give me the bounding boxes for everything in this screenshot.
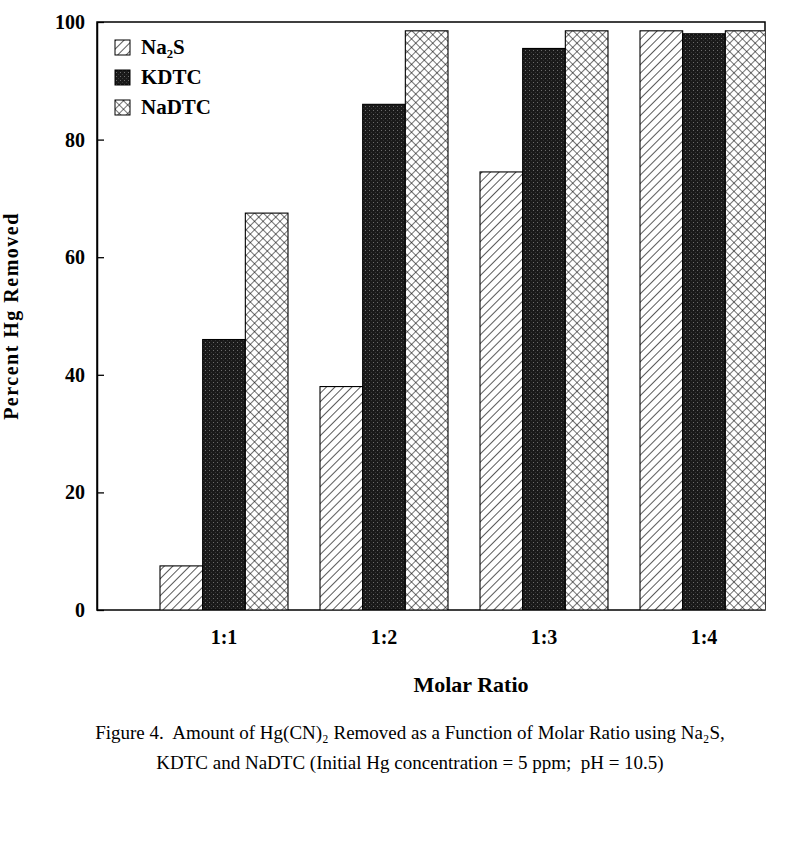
bar — [245, 213, 288, 610]
legend-item: KDTC — [115, 65, 202, 89]
y-tick-label: 60 — [65, 246, 85, 268]
x-tick-label: 1:2 — [371, 626, 398, 648]
bar — [320, 387, 363, 610]
x-tick-label: 1:4 — [691, 626, 718, 648]
y-tick-mark — [97, 375, 104, 376]
x-axis: 1:1 1:2 1:3 1:4 — [211, 626, 718, 648]
bar — [640, 31, 683, 610]
legend-label: KDTC — [141, 65, 202, 89]
y-tick-label: 0 — [75, 599, 85, 621]
legend-swatch — [115, 40, 130, 55]
legend-item: Na₂S — [115, 35, 185, 59]
plot-frame — [97, 22, 765, 610]
bar — [523, 48, 566, 610]
legend: Na₂S KDTC NaDTC — [115, 35, 211, 119]
y-tick-mark — [97, 257, 104, 258]
bar — [363, 104, 406, 610]
legend-label: Na₂S — [141, 35, 185, 59]
bars — [160, 31, 765, 610]
y-tick: 20 — [65, 481, 104, 503]
bar — [405, 31, 448, 610]
y-tick: 80 — [65, 129, 104, 151]
x-axis-title: Molar Ratio — [413, 672, 528, 697]
y-tick-mark — [97, 139, 104, 140]
bar — [203, 340, 246, 610]
y-tick: 40 — [65, 364, 104, 386]
y-axis-title: Percent Hg Removed — [0, 212, 23, 420]
legend-swatch — [115, 100, 130, 115]
y-tick-label: 80 — [65, 129, 85, 151]
series-bars — [203, 34, 726, 610]
x-tick: 1:1 — [211, 626, 238, 648]
y-tick-mark — [97, 22, 104, 23]
legend-item: NaDTC — [115, 95, 211, 119]
y-tick: 60 — [65, 246, 104, 268]
bar — [565, 31, 608, 610]
series-bars — [245, 31, 765, 610]
bar — [160, 566, 203, 610]
x-tick: 1:2 — [371, 626, 398, 648]
x-tick: 1:3 — [531, 626, 558, 648]
legend-swatch — [115, 70, 130, 85]
y-tick-label: 20 — [65, 481, 85, 503]
series-bars — [160, 31, 683, 610]
y-tick-label: 40 — [65, 364, 85, 386]
y-axis-line — [97, 23, 99, 611]
x-tick-label: 1:1 — [211, 626, 238, 648]
bar — [683, 34, 726, 610]
chart-title: Figure 4. Amount of Hg(CN)₂ Removed as a… — [90, 718, 730, 778]
y-tick: 0 — [75, 599, 104, 621]
y-tick: 100 — [55, 11, 104, 33]
x-tick: 1:4 — [691, 626, 718, 648]
y-tick-mark — [97, 492, 104, 493]
bar — [725, 31, 765, 610]
chart-svg: 0 20 40 60 80 100 1:1 1:2 1:3 1:4 Molar Ratio Perce… — [0, 0, 800, 700]
y-axis: 0 20 40 60 80 100 — [55, 11, 104, 621]
legend-label: NaDTC — [141, 95, 211, 119]
y-tick-label: 100 — [55, 11, 85, 33]
y-tick-mark — [97, 610, 104, 611]
x-tick-label: 1:3 — [531, 626, 558, 648]
bar — [480, 172, 523, 610]
